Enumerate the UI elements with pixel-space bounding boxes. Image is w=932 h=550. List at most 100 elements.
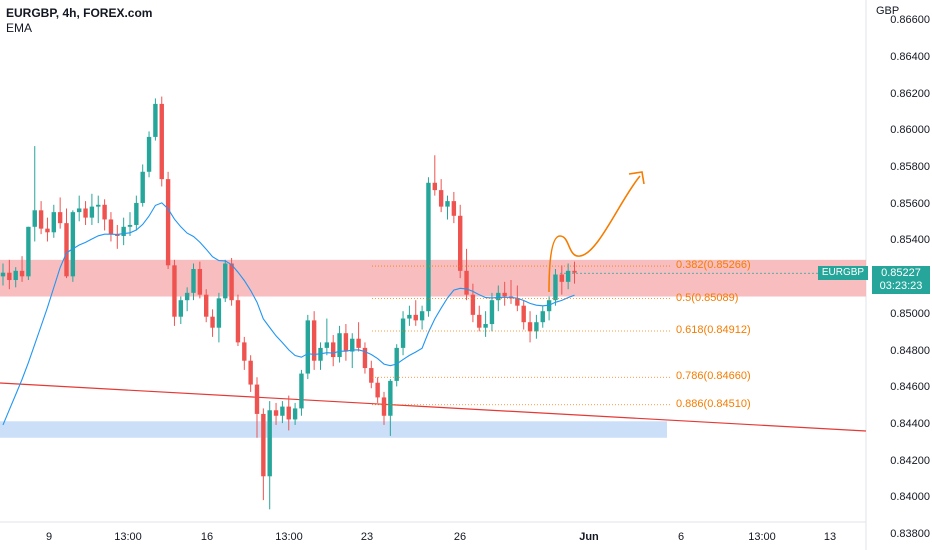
candle-body (375, 382, 380, 398)
current-price: 0.85227 (881, 267, 921, 279)
price-tick-label: 0.85400 (890, 234, 930, 247)
candle-body (96, 204, 101, 207)
price-tick-label: 0.86400 (890, 51, 930, 64)
candle-body (388, 380, 393, 416)
candle-body (407, 314, 412, 319)
candle-body (32, 210, 37, 227)
candle-body (13, 270, 18, 281)
candle-body (572, 270, 577, 273)
candle-body (286, 406, 291, 420)
price-tick-label: 0.85800 (890, 161, 930, 174)
candle-body (153, 103, 158, 137)
candle-body (565, 270, 571, 282)
candle-body (197, 269, 203, 295)
candle-body (38, 210, 44, 229)
ema-line (2, 202, 575, 426)
candle-body (172, 265, 177, 317)
candle-body (477, 314, 482, 328)
price-tick-label: 0.86000 (890, 124, 930, 137)
candle-body (178, 300, 183, 317)
candle-body (191, 269, 196, 293)
price-tick-label: 0.83800 (890, 528, 930, 540)
chart-title: EURGBP, 4h, FOREX.com (6, 6, 153, 20)
candle-body (83, 208, 88, 218)
candle-body (400, 318, 406, 348)
fib-level-label: 0.618(0.84912) (676, 324, 751, 336)
candle-body (540, 311, 545, 323)
current-price-tag: 0.85227 03:23:23 (872, 266, 930, 294)
candle-body (458, 215, 463, 271)
price-tick-label: 0.85000 (890, 307, 930, 320)
price-tick-label: 0.84000 (890, 491, 930, 504)
candle-body (292, 408, 298, 420)
candle-body (7, 272, 12, 281)
candle-body (254, 384, 260, 414)
trendline (0, 382, 867, 432)
candle-body (77, 208, 82, 213)
candle-body (165, 179, 171, 266)
candle-body (134, 202, 139, 225)
candle-body (223, 263, 228, 299)
fib-level-label: 0.886(0.84510) (676, 397, 751, 410)
candle-body (496, 292, 501, 301)
candle-body (184, 292, 190, 301)
candle-body (121, 226, 126, 236)
candle-body (553, 274, 558, 301)
price-tick-label: 0.85600 (890, 197, 930, 210)
currency-unit: GBP (876, 5, 900, 17)
time-tick-label: 16 (200, 531, 214, 543)
candle-body (343, 333, 349, 352)
time-tick-label: 13 (823, 531, 837, 543)
candle-body (559, 274, 564, 282)
candle-body (19, 270, 25, 277)
time-tick-label: 13:00 (114, 531, 142, 543)
candle-body (299, 373, 304, 409)
price-tick-label: 0.84800 (890, 344, 930, 357)
time-tick-label: Jun (579, 531, 599, 543)
candle-body (210, 316, 215, 328)
candle-body (438, 190, 444, 207)
candle-body (159, 103, 164, 180)
candle-body (515, 298, 520, 306)
indicator-label: EMA (6, 21, 33, 35)
candle-body (350, 338, 355, 352)
time-tick-label: 23 (360, 531, 374, 543)
candle-body (413, 314, 418, 321)
candle-body (502, 292, 507, 297)
candle-body (362, 347, 368, 369)
candle-body (261, 413, 266, 477)
candle-body (26, 226, 31, 277)
time-tick-label: 13:00 (748, 531, 776, 543)
candle-body (521, 305, 526, 323)
candle-body (445, 201, 450, 207)
candle-body (216, 298, 222, 328)
support-zone (0, 421, 667, 438)
candle-body (527, 322, 533, 332)
candle-body (102, 204, 107, 220)
candle-body (369, 368, 374, 383)
candle-body (426, 182, 431, 312)
price-tick-label: 0.84200 (890, 454, 930, 467)
time-tick-label: 26 (453, 531, 467, 543)
price-tick-label: 0.84600 (890, 381, 930, 394)
candle-body (70, 212, 76, 277)
candle-body (470, 294, 476, 315)
candle-body (204, 294, 209, 317)
candle-body (140, 171, 145, 203)
candle-body (273, 410, 279, 416)
candle-body (45, 228, 50, 233)
time-tick-label: 13:00 (275, 531, 303, 543)
fib-level-label: 0.786(0.84660) (676, 370, 751, 383)
candle-body (115, 234, 120, 236)
candle-body (280, 406, 285, 416)
candle-body (451, 201, 457, 216)
price-tick-label: 0.86600 (890, 14, 930, 27)
candle-body (324, 342, 330, 348)
time-tick-label: 9 (45, 531, 53, 543)
price-tick-label: 0.86200 (890, 87, 930, 100)
candle-body (311, 320, 317, 361)
candle-body (57, 212, 63, 224)
fib-level-label: 0.5(0.85089) (676, 291, 739, 304)
candle-body (108, 219, 114, 235)
